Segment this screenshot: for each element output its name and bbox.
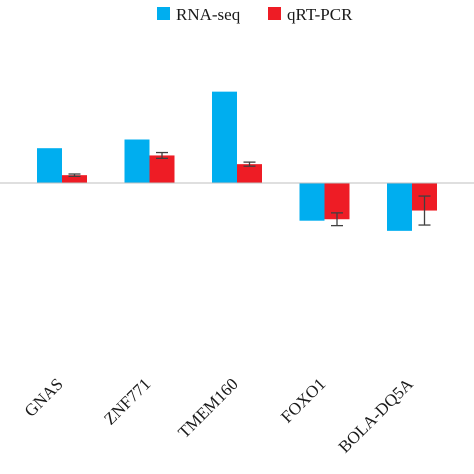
error-bar-qrt-pcr-gnas: [68, 173, 81, 177]
bar-rna-seq-bola-dq5a: [387, 183, 412, 231]
bar-rna-seq-znf771: [124, 139, 150, 183]
bar-rna-seq-gnas: [37, 148, 62, 183]
bar-rna-seq-tmem160: [212, 91, 237, 183]
bar-rna-seq-foxo1: [299, 183, 325, 221]
legend-swatch-rna-seq: [157, 7, 170, 20]
bars-group: [37, 91, 437, 231]
error-bars-group: [68, 151, 431, 227]
error-bar-qrt-pcr-tmem160: [243, 161, 256, 167]
error-bar-qrt-pcr-foxo1: [331, 212, 343, 227]
legend-swatch-qrt-pcr: [268, 7, 281, 20]
category-label-foxo1: FOXO1: [277, 374, 329, 426]
category-label-bola-dq5a: BOLA-DQ5A: [335, 374, 418, 457]
category-label-gnas: GNAS: [21, 374, 67, 420]
bar-qrt-pcr-tmem160: [237, 164, 262, 183]
legend-label-rna-seq: RNA-seq: [176, 5, 241, 24]
category-label-znf771: ZNF771: [100, 374, 154, 428]
bar-qrt-pcr-znf771: [149, 155, 175, 183]
legend: RNA-seq qRT-PCR: [157, 5, 353, 24]
category-label-tmem160: TMEM160: [174, 374, 242, 442]
bar-qrt-pcr-gnas: [62, 175, 87, 183]
error-bar-qrt-pcr-bola-dq5a: [418, 195, 431, 226]
error-bar-qrt-pcr-znf771: [156, 151, 168, 160]
legend-label-qrt-pcr: qRT-PCR: [287, 5, 353, 24]
